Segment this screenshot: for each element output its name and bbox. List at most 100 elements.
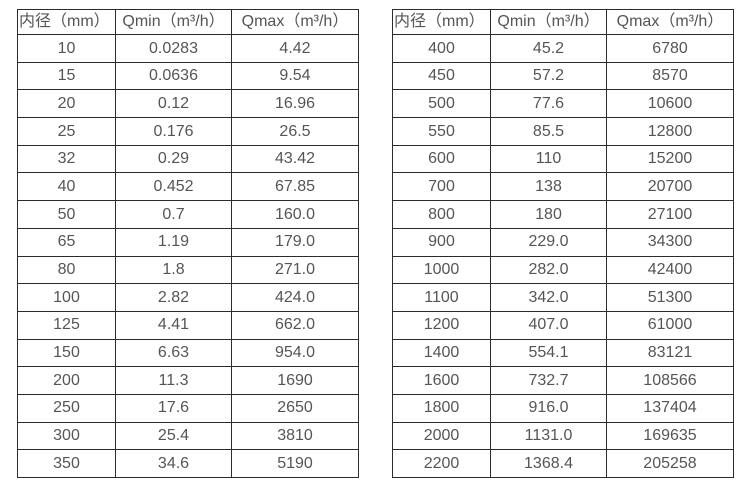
flow-table-large-diameters: 内径（mm） Qmin（m³/h） Qmax（m³/h） 400 45.2 6780 450… <box>392 9 734 478</box>
table-cell: 0.0283 <box>115 34 232 63</box>
table-cell: 137404 <box>606 393 734 423</box>
column-header: Qmax（m³/h） <box>606 9 734 35</box>
table-cell: 65 <box>17 227 116 257</box>
header-row: 内径（mm） Qmin（m³/h） Qmax（m³/h） <box>392 9 734 35</box>
table-cell: 0.7 <box>115 200 232 229</box>
column-header: Qmax（m³/h） <box>231 9 359 35</box>
table-cell: 57.2 <box>490 61 607 91</box>
table-cell: 900 <box>392 227 491 257</box>
table-cell: 424.0 <box>231 283 359 312</box>
table-row: 1400 554.1 83121 <box>392 338 734 368</box>
table-cell: 9.54 <box>231 61 359 91</box>
table-cell: 169635 <box>606 421 734 451</box>
table-cell: 0.452 <box>115 172 232 202</box>
table-row: 32 0.29 43.42 <box>17 144 359 174</box>
table-cell: 200 <box>17 366 116 395</box>
table-cell: 83121 <box>606 338 734 368</box>
table-row: 500 77.6 10600 <box>392 89 734 119</box>
table-cell: 342.0 <box>490 283 607 312</box>
table-cell: 6780 <box>606 34 734 63</box>
table-cell: 160.0 <box>231 200 359 229</box>
table-cell: 12800 <box>606 117 734 146</box>
table-row: 2000 1131.0 169635 <box>392 421 734 451</box>
table-row: 10 0.0283 4.42 <box>17 34 359 63</box>
table-cell: 77.6 <box>490 89 607 119</box>
table-cell: 282.0 <box>490 255 607 285</box>
column-header: 内径（mm） <box>17 9 116 35</box>
table-row: 65 1.19 179.0 <box>17 227 359 257</box>
table-cell: 5190 <box>231 449 359 478</box>
table-cell: 42400 <box>606 255 734 285</box>
table-cell: 180 <box>490 200 607 229</box>
table-cell: 125 <box>17 310 116 340</box>
table-cell: 1.8 <box>115 255 232 285</box>
table-cell: 138 <box>490 172 607 202</box>
table-cell: 20700 <box>606 172 734 202</box>
table-row: 900 229.0 34300 <box>392 227 734 257</box>
table-cell: 1200 <box>392 310 491 340</box>
table-cell: 43.42 <box>231 144 359 174</box>
table-cell: 2.82 <box>115 283 232 312</box>
table-row: 250 17.6 2650 <box>17 393 359 423</box>
table-row: 80 1.8 271.0 <box>17 255 359 285</box>
table-cell: 51300 <box>606 283 734 312</box>
table-cell: 45.2 <box>490 34 607 63</box>
table-row: 1200 407.0 61000 <box>392 310 734 340</box>
table-row: 125 4.41 662.0 <box>17 310 359 340</box>
table-cell: 17.6 <box>115 393 232 423</box>
table-cell: 8570 <box>606 61 734 91</box>
table-row: 1600 732.7 108566 <box>392 366 734 395</box>
table-cell: 16.96 <box>231 89 359 119</box>
table-cell: 271.0 <box>231 255 359 285</box>
table-cell: 80 <box>17 255 116 285</box>
table-cell: 916.0 <box>490 393 607 423</box>
table-row: 1800 916.0 137404 <box>392 393 734 423</box>
column-header: 内径（mm） <box>392 9 491 35</box>
table-row: 50 0.7 160.0 <box>17 200 359 229</box>
table-cell: 27100 <box>606 200 734 229</box>
table-cell: 20 <box>17 89 116 119</box>
table-row: 200 11.3 1690 <box>17 366 359 395</box>
table-row: 700 138 20700 <box>392 172 734 202</box>
table-cell: 50 <box>17 200 116 229</box>
table-cell: 40 <box>17 172 116 202</box>
table-cell: 800 <box>392 200 491 229</box>
table-cell: 300 <box>17 421 116 451</box>
table-cell: 1000 <box>392 255 491 285</box>
table-cell: 229.0 <box>490 227 607 257</box>
table-cell: 179.0 <box>231 227 359 257</box>
table-cell: 250 <box>17 393 116 423</box>
table-cell: 0.12 <box>115 89 232 119</box>
table-row: 450 57.2 8570 <box>392 61 734 91</box>
table-cell: 407.0 <box>490 310 607 340</box>
table-cell: 34300 <box>606 227 734 257</box>
table-cell: 0.0636 <box>115 61 232 91</box>
table-cell: 25.4 <box>115 421 232 451</box>
table-cell: 61000 <box>606 310 734 340</box>
table-cell: 1131.0 <box>490 421 607 451</box>
table-cell: 67.85 <box>231 172 359 202</box>
flow-table-small-diameters: 内径（mm） Qmin（m³/h） Qmax（m³/h） 10 0.0283 4.42 15… <box>17 9 359 478</box>
table-cell: 32 <box>17 144 116 174</box>
table-row: 550 85.5 12800 <box>392 117 734 146</box>
table-row: 350 34.6 5190 <box>17 449 359 478</box>
table-cell: 1800 <box>392 393 491 423</box>
table-cell: 110 <box>490 144 607 174</box>
table-cell: 1400 <box>392 338 491 368</box>
table-cell: 4.42 <box>231 34 359 63</box>
table-row: 100 2.82 424.0 <box>17 283 359 312</box>
table-row: 2200 1368.4 205258 <box>392 449 734 478</box>
table-row: 400 45.2 6780 <box>392 34 734 63</box>
table-row: 800 180 27100 <box>392 200 734 229</box>
table-cell: 700 <box>392 172 491 202</box>
table-cell: 350 <box>17 449 116 478</box>
table-cell: 2200 <box>392 449 491 478</box>
table-cell: 1.19 <box>115 227 232 257</box>
table-cell: 1690 <box>231 366 359 395</box>
table-cell: 15 <box>17 61 116 91</box>
table-cell: 4.41 <box>115 310 232 340</box>
table-row: 40 0.452 67.85 <box>17 172 359 202</box>
table-cell: 662.0 <box>231 310 359 340</box>
table-cell: 2000 <box>392 421 491 451</box>
